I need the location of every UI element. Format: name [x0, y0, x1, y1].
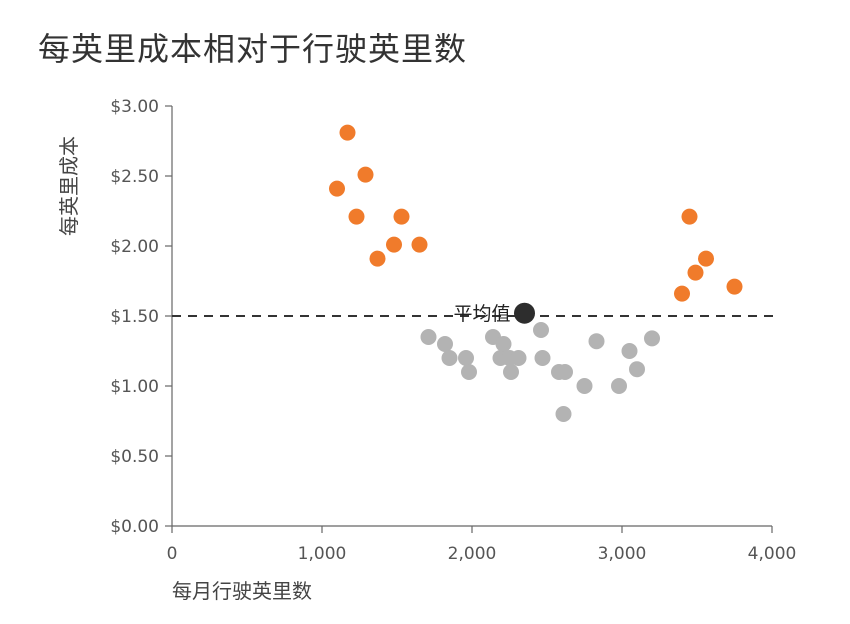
average-label: 平均值 — [453, 303, 510, 325]
x-tick-label: 2,000 — [448, 544, 497, 564]
data-point-low — [555, 406, 572, 422]
data-point-high — [369, 250, 386, 267]
data-point-high — [329, 180, 345, 197]
data-point-high — [687, 264, 704, 281]
chart-title: 每英里成本相对于行驶英里数 — [38, 30, 468, 68]
data-point-high — [681, 208, 698, 225]
x-tick-label: 1,000 — [298, 544, 347, 564]
x-tick-label: 3,000 — [598, 544, 647, 564]
data-point-low — [534, 350, 551, 366]
x-axis-title: 每月行驶英里数 — [172, 579, 312, 603]
annotation-group: 平均值 — [453, 302, 535, 325]
data-point-low — [503, 364, 519, 380]
data-point-low — [420, 329, 437, 345]
y-axis-title: 每英里成本 — [57, 136, 81, 236]
y-tick-label: $2.50 — [110, 167, 159, 187]
data-point-low — [644, 330, 660, 347]
y-tick-label: $2.00 — [110, 237, 159, 257]
y-tick-label: $0.50 — [110, 447, 159, 467]
data-point-low — [621, 343, 638, 359]
data-point-high — [698, 250, 714, 267]
data-point-low — [557, 364, 573, 380]
x-tick-label: 0 — [167, 544, 178, 564]
data-point-low — [441, 350, 458, 366]
y-tick-label: $1.50 — [110, 307, 159, 327]
data-point-low — [461, 364, 477, 380]
data-point-high — [357, 166, 374, 183]
points-group — [329, 124, 743, 422]
y-tick-label: $3.00 — [110, 97, 159, 117]
data-point-low — [533, 322, 549, 338]
x-tick-label: 4,000 — [748, 544, 797, 564]
data-point-low — [576, 378, 593, 394]
axes: $0.00 $0.50 $1.00 $1.50 $2.00 $2.50 $3.00 0 1,00… — [57, 97, 796, 603]
data-point-low — [629, 361, 645, 378]
data-point-high — [386, 236, 402, 253]
y-tick-label: $1.00 — [110, 377, 159, 397]
data-point-low — [611, 378, 627, 394]
data-point-low — [458, 350, 474, 366]
data-point-high — [339, 124, 356, 141]
data-point-high — [411, 236, 428, 253]
data-point-low — [495, 336, 512, 352]
data-point-low — [588, 333, 605, 350]
data-point-low — [510, 350, 527, 366]
data-point-high — [348, 208, 365, 225]
average-point-marker — [514, 302, 535, 324]
data-point-low — [437, 336, 453, 352]
data-point-high — [393, 208, 410, 225]
y-tick-label: $0.00 — [110, 517, 159, 537]
data-point-high — [726, 278, 743, 295]
data-point-high — [674, 285, 690, 302]
